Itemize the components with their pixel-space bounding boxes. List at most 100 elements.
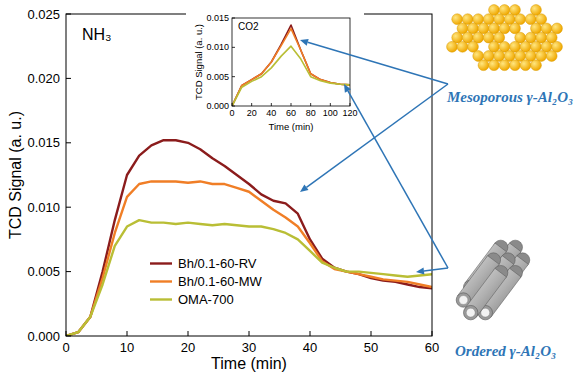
sphere <box>546 51 557 62</box>
y-tick-label: 0.005 <box>27 264 60 279</box>
sphere <box>489 60 500 71</box>
x-tick-label: 0 <box>229 108 234 118</box>
x-tick <box>291 103 292 106</box>
y-tick-label: 0.015 <box>27 135 60 150</box>
series-line <box>66 220 432 336</box>
x-tick-label: 50 <box>364 340 378 355</box>
x-tick-label: 80 <box>306 108 316 118</box>
y-tick <box>66 142 71 143</box>
y-tick-label: 0.015 <box>206 13 229 23</box>
arrow <box>344 84 448 268</box>
ordered-tubes <box>456 240 530 320</box>
y-tick-label: 0.005 <box>206 72 229 82</box>
series-line <box>66 181 432 336</box>
series-group <box>66 140 432 336</box>
illustrations: Mesoporous γ-Al₂O₃ Ordered γ-Al₂O₃ <box>300 5 573 359</box>
x-tick <box>350 103 351 106</box>
y-tick <box>66 207 71 208</box>
arrow-line <box>348 91 448 268</box>
x-tick-label: 40 <box>266 108 276 118</box>
legend-label: Bh/0.1-60-RV <box>178 256 257 271</box>
arrow-head <box>300 39 309 46</box>
arrow-line <box>306 84 448 187</box>
sphere <box>499 60 510 71</box>
x-tick <box>127 331 128 336</box>
x-tick-label: 10 <box>120 340 134 355</box>
y-tick <box>232 47 235 48</box>
x-tick-label: 0 <box>62 340 69 355</box>
x-tick-label: 100 <box>323 108 338 118</box>
mesoporous-spheres <box>447 5 563 71</box>
y-tick-label: 0.020 <box>27 71 60 86</box>
illustration-label: Ordered γ-Al₂O₃ <box>455 343 556 359</box>
arrow-line <box>424 268 448 271</box>
x-tick <box>271 103 272 106</box>
tube-pore <box>459 296 468 305</box>
y-tick <box>232 18 235 19</box>
arrow-line <box>308 42 448 84</box>
legend-swatch <box>150 262 172 264</box>
series-group <box>232 25 350 106</box>
y-tick-label: 0.025 <box>27 7 60 22</box>
series-line <box>232 29 350 106</box>
sphere <box>457 41 468 52</box>
arrow <box>416 268 448 275</box>
tube-body <box>465 268 507 317</box>
series-line <box>232 25 350 106</box>
x-tick <box>249 331 250 336</box>
x-tick <box>310 331 311 336</box>
x-tick-label: 20 <box>247 108 257 118</box>
x-tick-label: 60 <box>286 108 296 118</box>
y-tick <box>66 271 71 272</box>
legend-label: OMA-700 <box>178 292 234 307</box>
legend-swatch <box>150 280 172 282</box>
series-line <box>232 46 350 106</box>
y-tick-label: 0.000 <box>206 101 229 111</box>
plot-frame <box>232 18 350 106</box>
sphere <box>447 41 458 52</box>
x-tick-label: 40 <box>303 340 317 355</box>
x-tick <box>310 103 311 106</box>
legend-label: Bh/0.1-60-MW <box>178 274 263 289</box>
x-tick-label: 60 <box>425 340 439 355</box>
x-tick-label: 120 <box>342 108 357 118</box>
tube-pore <box>466 308 475 317</box>
y-tick-label: 0.000 <box>27 329 60 344</box>
y-tick-label: 0.010 <box>27 200 60 215</box>
illustration-label: Mesoporous γ-Al₂O₃ <box>446 89 573 105</box>
sphere <box>478 60 489 71</box>
tube <box>464 265 508 319</box>
x-axis-title: Time (min) <box>268 121 313 132</box>
x-tick <box>66 331 67 336</box>
legend-swatch <box>150 298 172 300</box>
arrow-head <box>416 268 424 275</box>
x-axis-title: Time (min) <box>211 355 287 372</box>
inset-chart: 0.000 0.005 0.010 0.015 0 20 40 60 80 100 120 Time … <box>186 10 364 134</box>
y-axis-title: TCD Signal (a. u.) <box>7 111 24 239</box>
x-tick <box>232 103 233 106</box>
x-tick <box>432 331 433 336</box>
series-line <box>66 140 432 336</box>
y-tick <box>232 106 235 107</box>
arrow-head <box>300 184 309 192</box>
chart-title: CO2 <box>238 21 259 32</box>
x-tick-label: 20 <box>181 340 195 355</box>
y-tick <box>232 76 235 77</box>
x-tick <box>330 103 331 106</box>
y-tick <box>66 14 71 15</box>
y-tick <box>66 78 71 79</box>
sphere <box>510 60 521 71</box>
x-tick <box>371 331 372 336</box>
y-axis-title: TCD Signal (a. u.) <box>193 24 204 100</box>
figure: 0.0000.0050.0100.0150.0200.0250102030405… <box>0 0 587 377</box>
y-tick <box>66 336 71 337</box>
x-tick <box>188 331 189 336</box>
chart-title: NH₃ <box>82 26 112 43</box>
inset-background <box>186 10 364 134</box>
sphere <box>531 60 542 71</box>
sphere <box>520 60 531 71</box>
y-tick-label: 0.010 <box>206 42 229 52</box>
tube-near-end <box>464 305 478 319</box>
arrow-head <box>344 84 351 93</box>
arrow <box>300 39 448 84</box>
